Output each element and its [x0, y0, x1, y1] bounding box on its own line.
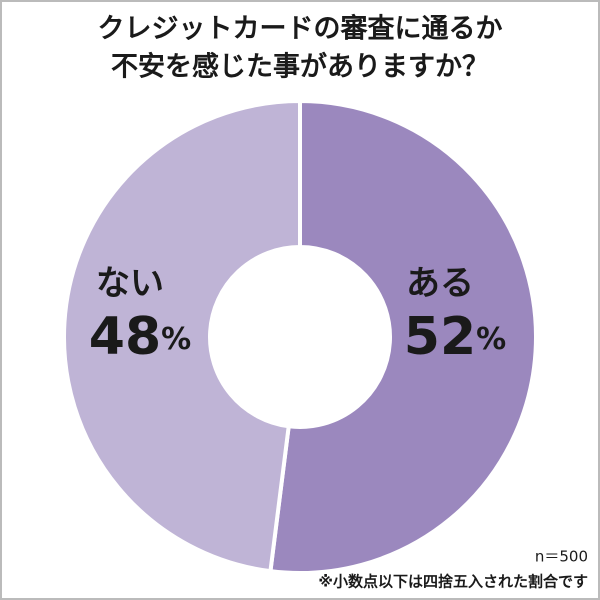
- footnote: ※小数点以下は四捨五入された割合です: [318, 573, 588, 591]
- slice: [268, 98, 538, 575]
- category-label: ない: [96, 264, 164, 304]
- chart-title: クレジットカードの審査に通るか: [98, 14, 503, 45]
- value-label: 52%: [404, 307, 506, 367]
- sample-size: n＝500: [535, 548, 588, 566]
- chart-title: 不安を感じた事がありますか？: [111, 51, 489, 83]
- value-label: 48%: [89, 307, 191, 367]
- donut: [62, 98, 538, 575]
- slice: [62, 98, 302, 574]
- category-label: ある: [406, 264, 474, 304]
